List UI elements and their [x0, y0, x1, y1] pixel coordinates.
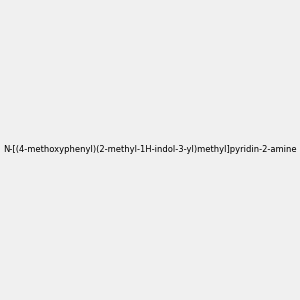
Text: N-[(4-methoxyphenyl)(2-methyl-1H-indol-3-yl)methyl]pyridin-2-amine: N-[(4-methoxyphenyl)(2-methyl-1H-indol-3…	[3, 146, 297, 154]
